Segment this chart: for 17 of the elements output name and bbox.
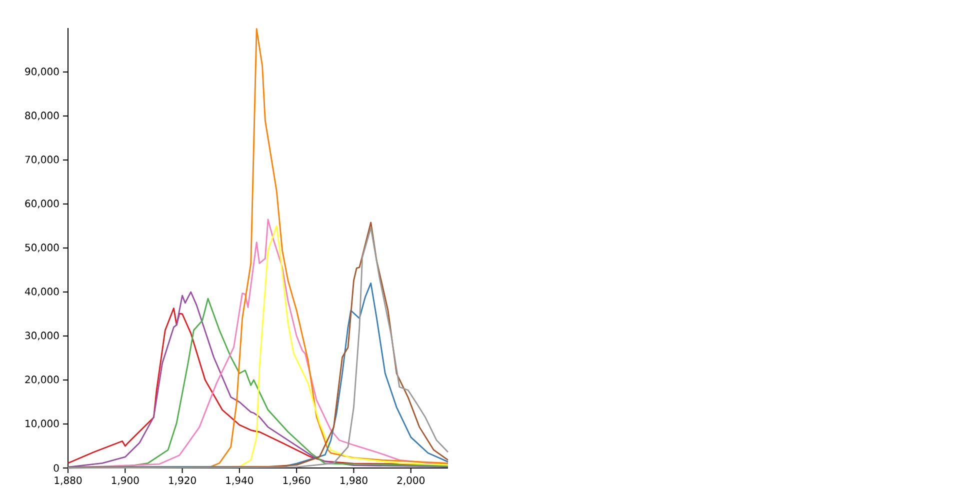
y-tick-label: 70,000 xyxy=(25,156,59,164)
x-tick-label: 2,000 xyxy=(397,476,425,486)
y-tick-label: 90,000 xyxy=(25,68,59,76)
y-tick-label: 60,000 xyxy=(25,200,59,208)
x-tick-label: 1,880 xyxy=(54,476,82,486)
y-tick-label: 0 xyxy=(54,464,59,472)
x-tick-label: 1,900 xyxy=(112,476,139,486)
y-tick-label: 10,000 xyxy=(26,420,59,428)
x-tick-label: 1,940 xyxy=(226,476,254,486)
x-tick-label: 1,980 xyxy=(340,476,368,486)
y-tick-label: 20,000 xyxy=(25,376,59,384)
x-tick-label: 1,920 xyxy=(169,476,196,486)
x-tick-label: 1,960 xyxy=(283,476,310,486)
y-tick-label: 50,000 xyxy=(25,244,59,252)
y-tick-label: 30,000 xyxy=(25,332,59,340)
y-tick-label: 40,000 xyxy=(24,288,59,296)
y-tick-label: 80,000 xyxy=(25,112,59,120)
